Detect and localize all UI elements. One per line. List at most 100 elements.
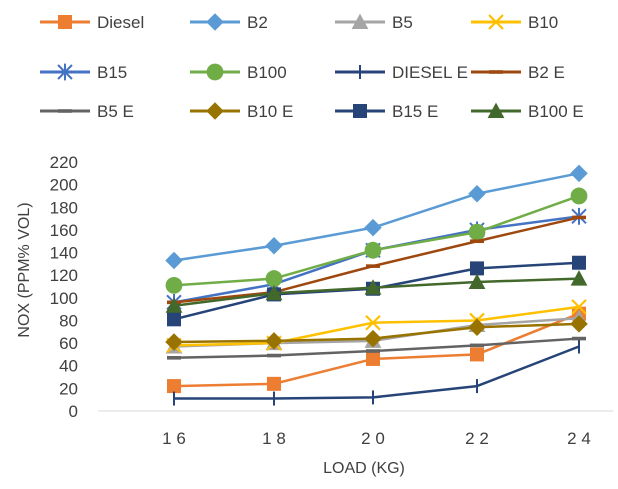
legend-marker	[58, 15, 72, 29]
legend-item-b100: B100	[190, 63, 287, 82]
x-tick-label: 2 0	[361, 429, 385, 448]
y-tick-label: 40	[59, 357, 78, 376]
x-tick-label: 2 2	[465, 429, 489, 448]
data-point-b2	[265, 237, 283, 255]
x-tick-label: 1 8	[262, 429, 286, 448]
series-b2	[165, 164, 588, 270]
legend-item-b100-e: B100 E	[471, 102, 584, 121]
y-tick-label: 220	[50, 153, 78, 172]
legend-item-b10-e: B10 E	[190, 102, 293, 121]
data-point-b100	[265, 270, 283, 287]
legend-item-b15: B15	[40, 63, 127, 82]
y-tick-label: 200	[50, 176, 78, 195]
series-layer	[165, 164, 588, 406]
x-tick-label: 2 4	[567, 429, 591, 448]
y-tick-label: 100	[50, 289, 78, 308]
data-point-b10-e	[165, 333, 183, 351]
data-point-b2-e	[572, 215, 586, 220]
data-point-diesel	[267, 376, 281, 391]
data-point-b100-e	[265, 284, 283, 301]
series-b100	[165, 187, 588, 294]
data-point-b2-e	[366, 264, 380, 268]
data-point-b10-e	[570, 315, 588, 333]
series-b100-e	[165, 270, 588, 313]
y-tick-label: 20	[59, 379, 78, 398]
data-point-b2	[570, 164, 588, 183]
data-point-diesel	[470, 347, 484, 362]
data-point-b10	[365, 314, 381, 331]
data-point-b15-e	[167, 312, 181, 327]
series-b5	[165, 309, 588, 354]
legend-marker	[488, 14, 504, 30]
series-b10-e	[165, 315, 588, 351]
data-point-b100	[570, 187, 588, 205]
data-point-b100	[364, 241, 382, 259]
legend-marker	[489, 70, 503, 74]
data-point-diesel	[366, 351, 380, 366]
legend-label: B15 E	[392, 102, 438, 121]
data-point-b100	[165, 276, 183, 294]
data-point-b2	[364, 218, 382, 237]
y-tick-label: 0	[69, 402, 78, 421]
legend-label: Diesel	[97, 13, 144, 32]
legend-label: B10	[528, 13, 558, 32]
series-line-b100	[173, 194, 580, 287]
x-tick-label: 1 6	[162, 429, 186, 448]
legend-label: B2 E	[528, 63, 565, 82]
data-point-b5-e	[366, 349, 380, 353]
y-tick-label: 160	[50, 221, 78, 240]
data-point-b10-e	[265, 332, 283, 350]
legend-item-b2: B2	[190, 13, 268, 32]
legend-label: B5 E	[97, 102, 134, 121]
legend-marker	[487, 102, 505, 118]
y-axis-ticks: 0 20 40 60 80 100 120 140 160 180 200 220	[50, 153, 78, 421]
data-point-b5-e	[470, 343, 484, 348]
y-tick-label: 180	[50, 198, 78, 217]
legend-item-b5-e: B5 E	[40, 102, 134, 121]
legend-label: B10 E	[247, 102, 293, 121]
x-axis-title: LOAD (KG)	[323, 460, 405, 477]
data-point-b100-e	[165, 297, 183, 313]
series-diesel-e	[173, 339, 580, 406]
legend-item-b10: B10	[471, 13, 558, 32]
data-point-b5-e	[167, 356, 181, 360]
data-point-b5-e	[572, 336, 586, 341]
legend-marker	[58, 109, 72, 113]
legend-marker	[353, 104, 367, 118]
legend: Diesel B2 B5 B10 B15 B100 DIESEL E B2 E B5 E B10 …	[40, 13, 584, 121]
data-point-b2	[165, 251, 183, 270]
legend-item-diesel-e: DIESEL E	[335, 63, 468, 82]
y-tick-label: 140	[50, 244, 78, 263]
data-point-b10-e	[364, 329, 382, 348]
legend-label: B100 E	[528, 102, 584, 121]
y-tick-label: 80	[59, 311, 78, 330]
legend-marker	[57, 63, 73, 81]
y-tick-label: 120	[50, 266, 78, 285]
legend-item-diesel: Diesel	[40, 13, 144, 32]
data-point-b100-e	[364, 279, 382, 295]
legend-label: DIESEL E	[392, 63, 468, 82]
data-point-b100-e	[468, 273, 486, 289]
data-point-diesel	[167, 379, 181, 394]
data-point-b15-e	[470, 261, 484, 276]
legend-marker	[206, 13, 224, 31]
data-point-b10	[571, 299, 587, 315]
series-b5-e	[167, 336, 586, 360]
legend-item-b2-e: B2 E	[471, 63, 565, 82]
data-point-b100	[468, 223, 486, 241]
legend-label: B100	[247, 63, 287, 82]
data-point-b10-e	[468, 318, 486, 336]
data-point-b15-e	[572, 255, 586, 270]
data-point-b100-e	[570, 270, 588, 286]
legend-label: B2	[247, 13, 268, 32]
data-point-b2-e	[470, 239, 484, 244]
legend-marker	[206, 102, 224, 120]
legend-label: B15	[97, 63, 127, 82]
y-axis-title: NOX (PPM% VOL)	[16, 202, 33, 337]
legend-marker	[206, 63, 224, 81]
legend-item-b15-e: B15 E	[335, 102, 438, 121]
data-point-b5-e	[267, 353, 281, 358]
legend-label: B5	[392, 13, 413, 32]
legend-item-b5: B5	[335, 13, 413, 32]
